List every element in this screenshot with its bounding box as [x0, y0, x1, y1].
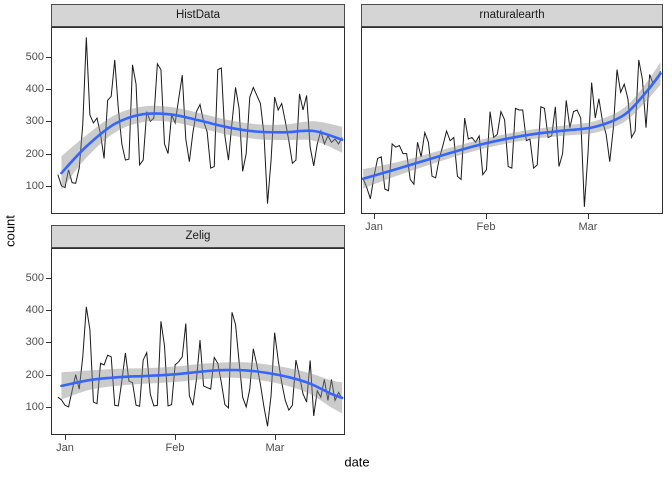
- x-axis-tick-label: Mar: [265, 442, 285, 454]
- x-axis-tick-label: Jan: [56, 442, 74, 454]
- x-axis-tick-mark: [486, 214, 487, 219]
- y-axis-tick-mark: [46, 57, 51, 58]
- y-axis-tick-mark: [46, 342, 51, 343]
- facet-strip-histdata-label: HistData: [175, 9, 221, 21]
- y-axis-tick-label: 400: [25, 304, 44, 316]
- y-axis-tick-mark: [46, 278, 51, 279]
- y-axis-tick-label: 300: [25, 115, 44, 127]
- x-axis-tick-mark: [374, 214, 375, 219]
- y-axis-tick-label: 400: [25, 83, 44, 95]
- observed-series-line: [57, 306, 343, 427]
- y-axis-tick-label: 100: [25, 401, 44, 413]
- facet-strip-histdata: HistData: [51, 4, 345, 27]
- x-axis-tick-label: Feb: [165, 442, 185, 454]
- y-axis-tick-label: 200: [25, 369, 44, 381]
- y-axis-tick-label: 100: [25, 180, 44, 192]
- panel-zelig: [51, 248, 345, 435]
- x-axis-tick-label: Jan: [365, 221, 383, 233]
- panel-histdata: [51, 27, 345, 214]
- y-axis-tick-mark: [46, 310, 51, 311]
- facet-strip-rnaturalearth-label: rnaturalearth: [479, 9, 545, 21]
- y-axis-tick-mark: [46, 375, 51, 376]
- y-axis-tick-mark: [46, 186, 51, 187]
- observed-series-line: [57, 37, 343, 204]
- x-axis-tick-mark: [588, 214, 589, 219]
- y-axis-tick-mark: [46, 121, 51, 122]
- x-axis-title: date: [344, 454, 370, 470]
- smooth-trend-line: [60, 368, 344, 400]
- confidence-ribbon: [61, 105, 343, 190]
- y-axis-tick-label: 300: [25, 336, 44, 348]
- y-axis-tick-label: 500: [25, 51, 44, 63]
- facet-strip-zelig: Zelig: [51, 225, 345, 248]
- y-axis-tick-label: 200: [25, 148, 44, 160]
- x-axis-tick-mark: [175, 435, 176, 440]
- x-axis-tick-mark: [275, 435, 276, 440]
- y-axis-tick-mark: [46, 154, 51, 155]
- facet-strip-rnaturalearth: rnaturalearth: [361, 4, 663, 27]
- panel-rnaturalearth: [361, 27, 663, 214]
- x-axis-tick-mark: [65, 435, 66, 440]
- smooth-trend-line: [60, 112, 344, 175]
- y-axis-tick-mark: [46, 89, 51, 90]
- facet-strip-zelig-label: Zelig: [185, 230, 211, 242]
- observed-series-line: [362, 59, 661, 207]
- x-axis-tick-label: Feb: [476, 221, 496, 233]
- y-axis-tick-label: 500: [25, 272, 44, 284]
- y-axis-tick-mark: [46, 407, 51, 408]
- smooth-trend-line: [361, 72, 662, 181]
- x-axis-tick-label: Mar: [578, 221, 598, 233]
- y-axis-title: count: [2, 215, 18, 247]
